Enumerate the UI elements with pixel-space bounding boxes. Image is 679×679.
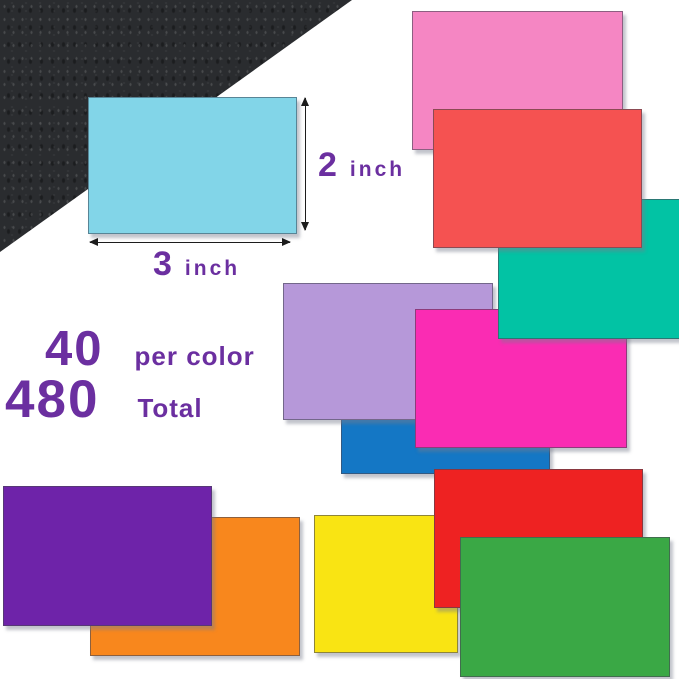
paper-sheet-coral [433, 109, 642, 248]
arrowhead-up-icon [301, 97, 309, 106]
width-dimension-label: 3 inch [153, 247, 240, 281]
total-stat: 480 Total [5, 373, 203, 426]
height-dimension-label: 2 inch [318, 148, 405, 182]
width-dimension-arrow [89, 238, 291, 246]
per-color-label: per color [134, 341, 255, 371]
height-dimension-arrow [301, 97, 309, 231]
total-label: Total [137, 393, 203, 423]
height-unit: inch [349, 158, 406, 181]
per-color-value: 40 [45, 322, 104, 376]
paper-sheet-green [460, 537, 670, 677]
width-unit: inch [184, 257, 241, 280]
paper-sheet-purple [3, 486, 212, 626]
arrowhead-down-icon [301, 222, 309, 231]
arrowhead-right-icon [282, 238, 291, 246]
total-value: 480 [5, 370, 100, 429]
sample-sheet-cyan [88, 97, 297, 234]
arrowhead-left-icon [89, 238, 98, 246]
height-value: 2 [318, 146, 337, 184]
per-color-stat: 40 per color [45, 325, 255, 374]
width-value: 3 [153, 245, 172, 283]
